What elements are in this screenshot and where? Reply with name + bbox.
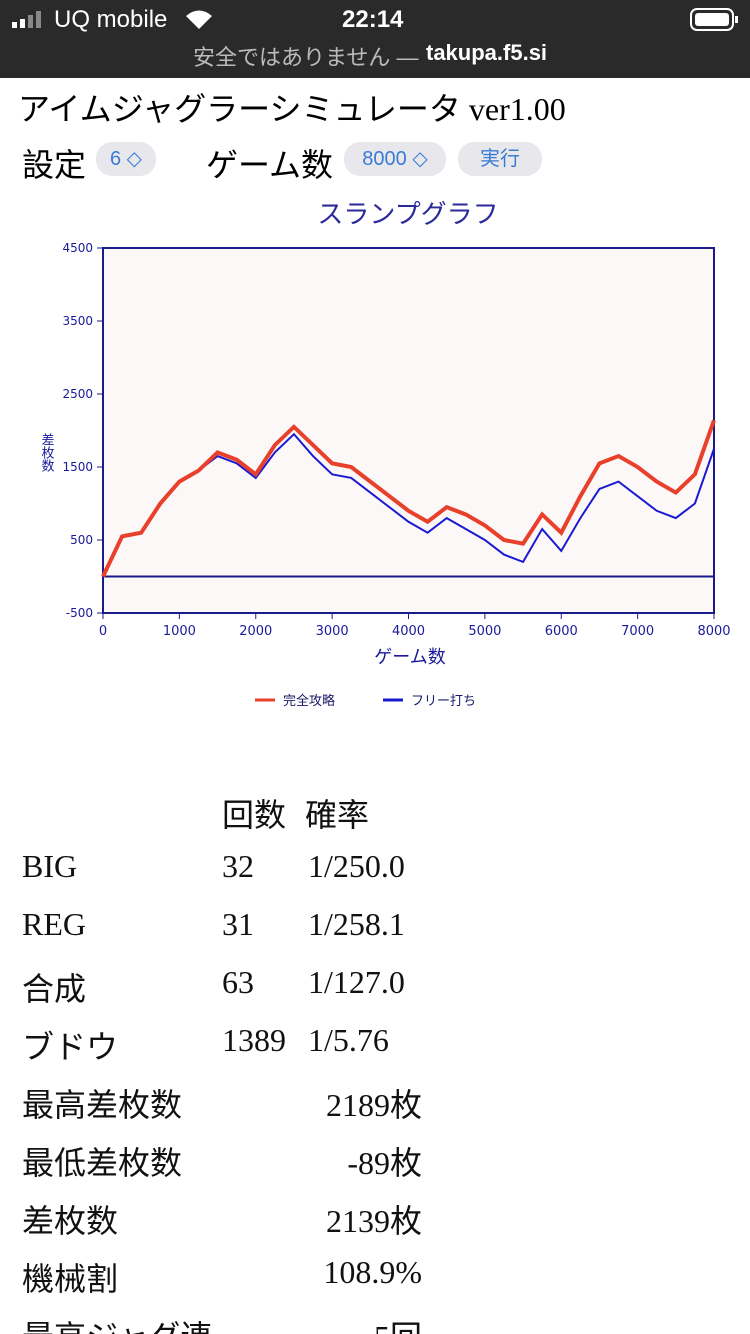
battery-icon [690, 8, 738, 31]
table-cell: -89枚 [347, 1145, 422, 1181]
games-select[interactable]: 8000 ◇ [344, 142, 446, 176]
table-cell: 1/5.76 [308, 1022, 389, 1058]
table-cell: 確率 [305, 797, 370, 833]
table-cell: 機械割 [22, 1261, 119, 1297]
table-cell: 合成 [22, 971, 87, 1007]
table-cell: 31 [222, 906, 254, 942]
y-tick-label: 1500 [62, 460, 93, 474]
games-value: 8000 [362, 148, 407, 170]
page-title: アイムジャグラーシミュレータ ver1.00 [18, 91, 566, 127]
x-tick-label: 2000 [239, 624, 272, 639]
url[interactable]: takupa.f5.si [426, 40, 548, 65]
x-tick-label: 1000 [163, 624, 196, 639]
table-cell: 32 [222, 848, 254, 884]
x-tick-label: 6000 [545, 624, 578, 639]
x-tick-label: 8000 [697, 624, 730, 639]
x-axis-label: ゲーム数 [374, 647, 445, 668]
y-tick-label: 500 [70, 533, 93, 547]
chart-title: スランプグラフ [317, 200, 498, 230]
table-cell: 2139枚 [325, 1203, 422, 1239]
setting-select[interactable]: 6 ◇ [96, 142, 156, 176]
table-cell: 1389 [222, 1022, 286, 1058]
security-note: 安全ではありません — [193, 45, 419, 70]
x-tick-label: 5000 [468, 624, 501, 639]
x-tick-label: 3000 [316, 624, 349, 639]
legend-label: 完全攻略 [283, 693, 335, 709]
table-cell: 回数 [222, 797, 287, 833]
legend-label: フリー打ち [411, 694, 476, 709]
x-tick-label: 4000 [392, 624, 425, 639]
y-tick-label: 4500 [62, 241, 93, 255]
table-cell: 5回 [374, 1312, 422, 1334]
chart: スランプグラフ ゲーム数 差枚数 -500 500 1500 2500 3500 4500… [39, 200, 731, 709]
series-line [101, 419, 716, 578]
y-tick-label: -500 [66, 606, 93, 620]
table-cell: BIG [22, 848, 78, 884]
plot-area [102, 247, 715, 614]
x-tick-label: 0 [99, 624, 107, 639]
table-cell: 1/250.0 [308, 848, 405, 884]
clock: 22:14 [342, 6, 404, 33]
setting-value: 6 [109, 148, 122, 170]
setting-label: 設定 [22, 147, 87, 183]
table-cell: ブドウ [22, 1029, 119, 1065]
status-bar: UQ mobile 22:14 安全ではありません — takupa.f5.si [0, 0, 750, 78]
x-tick-label: 7000 [621, 624, 654, 639]
table-cell: 1/258.1 [308, 906, 405, 942]
table-cell: 最高差枚数 [22, 1087, 183, 1123]
table-cell: 差枚数 [22, 1203, 119, 1239]
run-button[interactable]: 実行 [458, 142, 542, 176]
games-label: ゲーム数 [206, 147, 334, 183]
table-cell: 63 [222, 964, 254, 1000]
wifi-icon [186, 10, 212, 29]
table-cell: 108.9% [323, 1254, 422, 1290]
carrier: UQ mobile [54, 6, 168, 33]
table-cell: 最低差枚数 [22, 1145, 183, 1181]
signal-icon [12, 11, 41, 28]
y-axis-label: 差枚数 [39, 433, 55, 472]
y-tick-label: 2500 [62, 387, 93, 401]
table-cell: 2189枚 [325, 1087, 422, 1123]
table-cell: 最高ジャグ連 [22, 1312, 212, 1334]
table-cell: 1/127.0 [308, 964, 405, 1000]
y-tick-label: 3500 [62, 314, 93, 328]
table-cell: REG [22, 906, 86, 942]
